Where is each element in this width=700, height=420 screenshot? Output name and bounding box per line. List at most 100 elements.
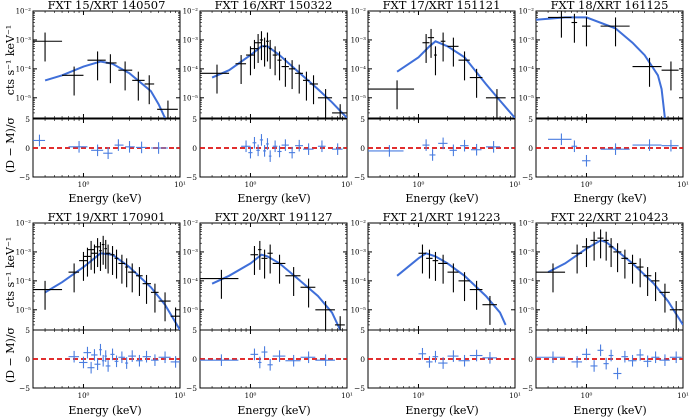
residual-ytick-label: 5 <box>360 326 365 335</box>
data-point <box>548 11 572 38</box>
residual-point <box>643 355 652 368</box>
data-point <box>258 240 262 270</box>
panel-title: FXT 15/XRT 140507 <box>48 0 166 12</box>
data-point <box>135 267 143 296</box>
data-point <box>482 295 497 325</box>
residual-point <box>135 141 147 154</box>
spectrum-plot-area <box>33 32 178 118</box>
residual-point <box>485 141 501 153</box>
spectrum-ytick-label: 10⁻³ <box>351 36 367 44</box>
residual-point <box>33 134 46 147</box>
xlabel-row2-col1: Energy (keV) <box>68 404 141 417</box>
spectrum-plot-area <box>396 244 507 326</box>
xlabel-row1-col2: Energy (keV) <box>237 192 310 205</box>
spectrum-ytick-label: 10⁻³ <box>183 248 199 256</box>
residual-point <box>470 143 482 156</box>
residual-ytick-label: 5 <box>528 115 533 124</box>
xtick-label: 10⁰ <box>413 181 425 189</box>
residual-ytick-label: 0 <box>528 355 533 364</box>
spectrum-axes-frame <box>367 10 516 119</box>
data-point <box>272 46 278 76</box>
residual-plot-area <box>368 137 515 161</box>
spectrum-plot-area <box>536 11 679 118</box>
residual-point <box>158 351 171 364</box>
residual-plot-area <box>33 343 180 374</box>
data-point <box>83 247 92 277</box>
spectrum-plot-area <box>200 240 345 330</box>
data-point <box>571 13 578 43</box>
spectrum-axes-frame <box>199 222 348 331</box>
residual-point <box>281 139 289 151</box>
panel-7: FXT 21/XRT 191223 10⁻⁵ 10⁻⁴ 10⁻³ 10⁻² 10⁰ 10¹ −… <box>351 210 521 400</box>
model-curve <box>547 239 683 326</box>
residual-point <box>317 140 326 153</box>
data-point <box>62 66 84 96</box>
data-point <box>643 267 652 296</box>
residual-point <box>110 348 115 361</box>
residual-point <box>458 354 470 367</box>
spectrum-ytick-label: 10⁻² <box>519 220 535 228</box>
panel-5: FXT 19/XRT 170901 10⁻⁵ 10⁻⁴ 10⁻³ 10⁻² 10⁰ 10¹ −… <box>16 210 186 400</box>
xtick-label: 10⁰ <box>581 392 593 400</box>
data-point <box>603 231 609 261</box>
residual-point <box>68 141 88 153</box>
spectrum-ytick-label: 10⁻⁵ <box>183 306 199 314</box>
residual-point <box>267 359 273 371</box>
residual-plot-area <box>33 134 180 160</box>
spectrum-axes-frame <box>535 10 684 119</box>
data-point <box>288 60 296 90</box>
spectrum-ytick-label: 10⁻² <box>351 220 367 228</box>
xtick-label: 10¹ <box>341 181 353 189</box>
data-point <box>447 37 459 67</box>
data-point <box>447 263 459 293</box>
residual-ytick-label: −5 <box>19 173 30 182</box>
residual-point <box>418 347 427 360</box>
data-point <box>118 254 126 284</box>
spectrum-plot-area <box>368 28 515 118</box>
residual-point <box>447 350 459 362</box>
data-point <box>669 301 682 330</box>
model-curve <box>536 16 666 118</box>
data-point <box>250 246 259 275</box>
spectrum-ytick-label: 10⁻⁴ <box>351 277 367 285</box>
spectrum-ytick-label: 10⁻² <box>519 8 535 16</box>
model-curve <box>396 252 507 326</box>
residual-point <box>135 354 143 367</box>
residual-point <box>438 137 448 150</box>
residual-point <box>79 356 88 369</box>
spectrum-plot-area <box>200 31 347 118</box>
xtick-label: 10⁰ <box>413 392 425 400</box>
data-point <box>590 231 598 261</box>
residual-point <box>118 351 126 364</box>
residual-point <box>548 133 572 146</box>
residual-point <box>241 140 251 153</box>
residual-point <box>256 144 260 157</box>
xlabel-row1-col4: Energy (keV) <box>573 192 646 205</box>
residual-point <box>103 147 113 160</box>
data-point <box>68 263 80 293</box>
residual-ytick-label: 5 <box>528 326 533 335</box>
residual-point <box>252 136 257 149</box>
data-point <box>438 254 448 284</box>
data-point <box>458 272 470 302</box>
data-point <box>315 301 335 330</box>
residual-point <box>258 356 262 369</box>
data-point <box>309 75 318 105</box>
panels-group: FXT 15/XRT 140507 10⁻⁵ 10⁻⁴ 10⁻³ 10⁻² 10⁰ 10¹ −… <box>16 0 689 400</box>
residual-point <box>628 354 637 367</box>
xtick-label: 10¹ <box>677 392 689 400</box>
xtick-label: 10⁰ <box>245 181 257 189</box>
spectrum-ytick-label: 10⁻⁴ <box>351 65 367 73</box>
residual-point <box>128 350 136 362</box>
data-point <box>170 307 180 330</box>
data-point <box>597 229 604 259</box>
residual-point <box>250 348 259 361</box>
residual-plot-area <box>536 133 683 167</box>
data-point <box>235 55 247 84</box>
data-point <box>263 37 267 67</box>
residual-point <box>248 146 253 159</box>
data-point <box>118 61 133 91</box>
residual-point <box>83 346 92 359</box>
data-point <box>33 32 63 62</box>
data-point <box>158 292 171 322</box>
